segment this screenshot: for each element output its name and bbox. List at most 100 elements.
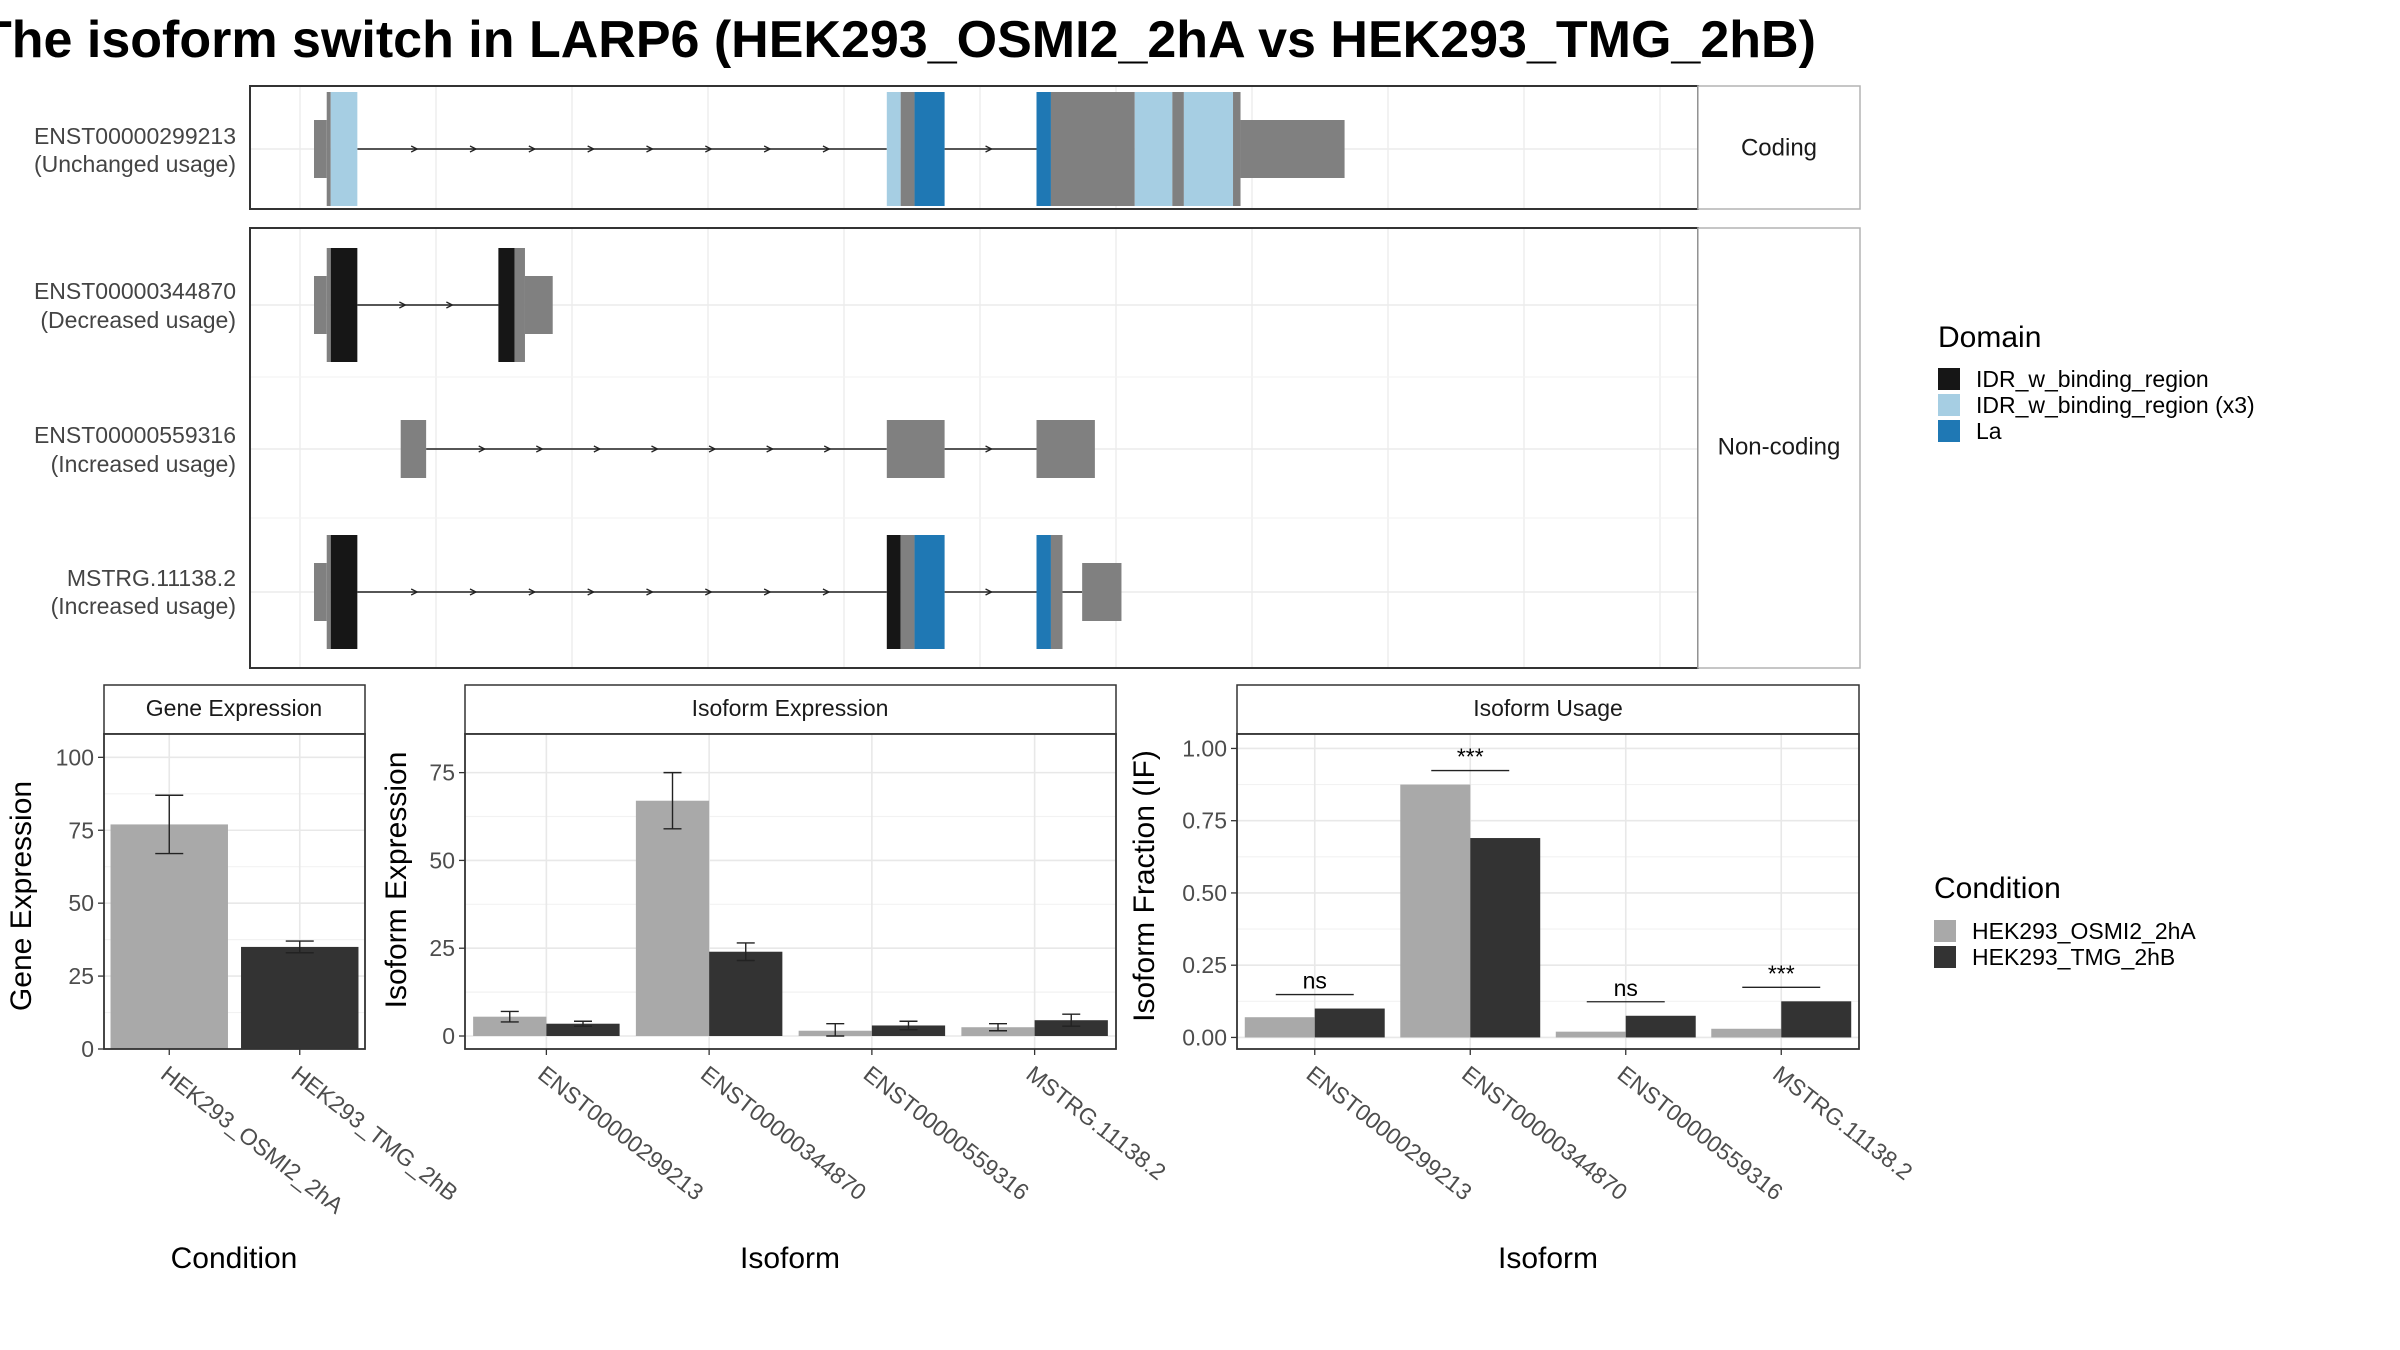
intron-arrow bbox=[766, 445, 775, 453]
x-tick-label: ENST00000559316 bbox=[859, 1060, 1034, 1205]
domain-exon bbox=[1036, 535, 1051, 649]
bar bbox=[709, 951, 783, 1037]
utr-exon bbox=[886, 420, 945, 478]
intron-arrow bbox=[593, 445, 602, 453]
condition-legend-label: HEK293_OSMI2_2hA bbox=[1972, 918, 2196, 944]
x-tick-label: ENST00000344870 bbox=[696, 1060, 871, 1205]
y-tick-label: 0.00 bbox=[1182, 1024, 1227, 1050]
transcript-id-label: MSTRG.11138.2 bbox=[67, 565, 236, 591]
intron-arrow bbox=[985, 145, 994, 153]
figure-title: The isoform switch in LARP6 (HEK293_OSMI… bbox=[0, 11, 1816, 69]
condition-legend: Condition HEK293_OSMI2_2hA HEK293_TMG_2h… bbox=[1934, 872, 2196, 970]
facet-label-noncoding: Non-coding bbox=[1718, 433, 1841, 460]
condition-legend-key bbox=[1934, 946, 1956, 968]
plot-border bbox=[464, 733, 1117, 1050]
isoform-expression-panel: Isoform Expression Isoform Isoform Expre… bbox=[380, 684, 1171, 1275]
intron-arrow bbox=[587, 588, 596, 596]
intron-arrow bbox=[985, 445, 994, 453]
intron-arrow bbox=[446, 301, 454, 309]
isoform-expression-xlabel: Isoform bbox=[740, 1242, 840, 1275]
intron-arrow bbox=[587, 145, 596, 153]
domain-exon bbox=[914, 535, 945, 649]
structure-panel-coding bbox=[249, 85, 1699, 210]
domain-legend-key bbox=[1938, 368, 1960, 390]
significance-label: *** bbox=[1457, 744, 1484, 770]
intron-arrow bbox=[823, 445, 832, 453]
isoform-expression-ylabel: Isoform Expression bbox=[380, 752, 413, 1009]
intron-arrow bbox=[705, 588, 713, 596]
intron-arrow bbox=[705, 145, 713, 153]
intron-arrow bbox=[536, 445, 544, 453]
y-tick-label: 100 bbox=[56, 744, 94, 770]
intron-arrow bbox=[469, 145, 478, 153]
gene-expression-ylabel: Gene Expression bbox=[5, 781, 38, 1011]
utr-exon bbox=[1036, 420, 1095, 478]
y-tick-label: 75 bbox=[68, 817, 94, 843]
intron-arrow bbox=[399, 301, 407, 309]
facet-strip-coding bbox=[1697, 85, 1861, 210]
intron-arrow bbox=[985, 588, 994, 596]
utr-exon bbox=[524, 276, 553, 334]
cds-exon bbox=[900, 535, 915, 649]
intron-arrow bbox=[646, 588, 654, 596]
intron-arrow bbox=[763, 588, 772, 596]
transcript-id-label: ENST00000559316 bbox=[34, 422, 236, 448]
intron-arrow bbox=[528, 145, 537, 153]
y-tick-label: 0.25 bbox=[1182, 952, 1227, 978]
domain-legend-label: IDR_w_binding_region (x3) bbox=[1976, 392, 2255, 418]
bar bbox=[1244, 1017, 1315, 1038]
domain-legend-title: Domain bbox=[1938, 321, 2041, 354]
facet-label-coding: Coding bbox=[1741, 134, 1817, 161]
x-tick-label: ENST00000559316 bbox=[1613, 1060, 1788, 1205]
bar bbox=[1781, 1001, 1852, 1038]
intron-arrow bbox=[763, 145, 772, 153]
significance-label: ns bbox=[1614, 975, 1638, 1001]
bar bbox=[871, 1025, 946, 1037]
transcript-id-label: ENST00000299213 bbox=[34, 123, 236, 149]
y-tick-label: 75 bbox=[429, 760, 455, 786]
cds-exon bbox=[326, 248, 331, 362]
bar bbox=[1625, 1015, 1696, 1038]
y-tick-label: 25 bbox=[68, 963, 94, 989]
domain-exon bbox=[1036, 92, 1051, 206]
domain-exon bbox=[330, 92, 358, 206]
gene-expression-strip-title: Gene Expression bbox=[146, 695, 322, 721]
isoform-expression-strip-title: Isoform Expression bbox=[692, 695, 889, 721]
utr-exon bbox=[1240, 120, 1345, 178]
utr-exon bbox=[314, 276, 327, 334]
domain-legend-label: La bbox=[1976, 418, 2002, 444]
intron-arrow bbox=[646, 145, 654, 153]
y-tick-label: 50 bbox=[429, 847, 455, 873]
utr-exon bbox=[400, 420, 427, 478]
cds-exon bbox=[1172, 92, 1184, 206]
structure-marks bbox=[314, 92, 1345, 649]
cds-exon bbox=[1050, 535, 1063, 649]
domain-legend-key bbox=[1938, 420, 1960, 442]
transcript-labels: ENST00000299213 (Unchanged usage) ENST00… bbox=[34, 123, 236, 619]
domain-exon bbox=[330, 248, 358, 362]
y-tick-label: 1.00 bbox=[1182, 735, 1227, 761]
bar bbox=[110, 824, 228, 1049]
intron-arrow bbox=[822, 145, 831, 153]
x-tick-label: MSTRG.11138.2 bbox=[1768, 1060, 1917, 1185]
plot-border bbox=[1236, 733, 1860, 1050]
condition-legend-title: Condition bbox=[1934, 872, 2061, 905]
intron-arrow bbox=[469, 588, 478, 596]
domain-legend: Domain IDR_w_binding_region IDR_w_bindin… bbox=[1938, 321, 2255, 444]
intron-arrow bbox=[478, 445, 487, 453]
transcript-usage-label: (Increased usage) bbox=[51, 451, 236, 477]
isoform-usage-xlabel: Isoform bbox=[1498, 1242, 1598, 1275]
plot-background bbox=[1237, 734, 1859, 1049]
intron-arrow bbox=[410, 588, 419, 596]
domain-exon bbox=[886, 92, 901, 206]
domain-exon bbox=[914, 92, 945, 206]
intron-arrow bbox=[651, 445, 659, 453]
domain-exon bbox=[498, 248, 515, 362]
bar bbox=[1711, 1028, 1782, 1038]
y-tick-label: 0 bbox=[442, 1023, 455, 1049]
domain-exon bbox=[886, 535, 901, 649]
isoform-usage-panel: Isoform Usage Isoform Isoform Fraction (… bbox=[1128, 684, 1917, 1275]
x-tick-label: ENST00000299213 bbox=[533, 1060, 708, 1205]
y-tick-label: 0.75 bbox=[1182, 808, 1227, 834]
utr-exon bbox=[314, 563, 327, 621]
